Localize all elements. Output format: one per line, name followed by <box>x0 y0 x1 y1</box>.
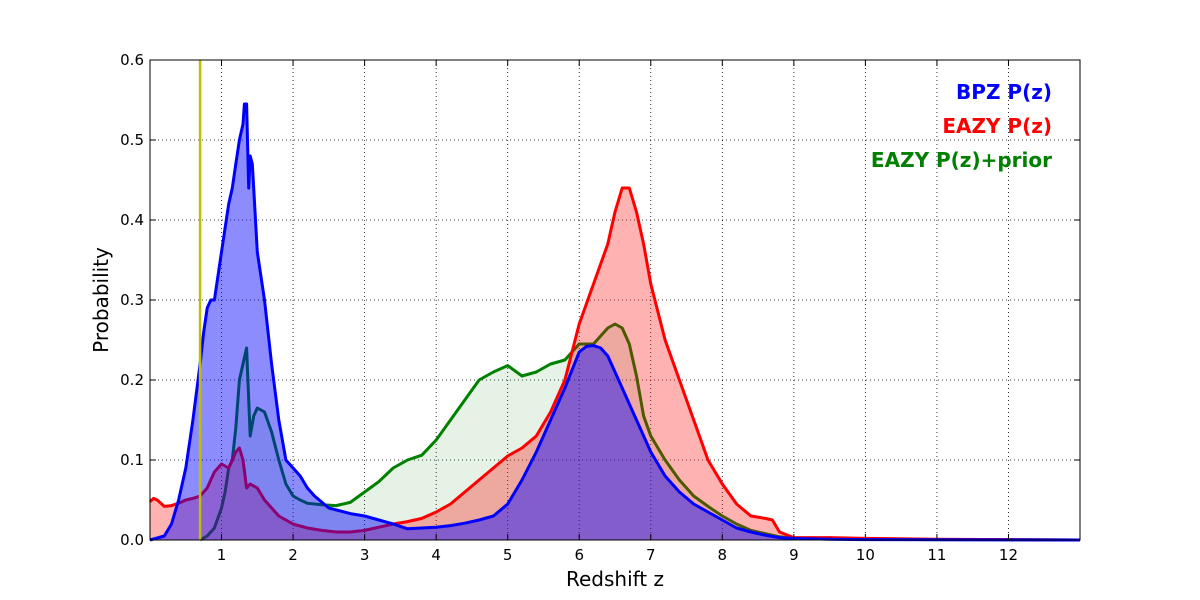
grid <box>150 60 1080 540</box>
series-line-eazy-p-z-prior <box>199 322 1081 542</box>
series-line-bpz-p-z <box>149 102 1081 542</box>
series-area-bpz-p-z <box>150 104 1080 540</box>
legend: BPZ P(z) EAZY P(z) EAZY P(z)+prior <box>871 80 1052 172</box>
series-area-eazy-p-z-prior <box>200 324 1081 540</box>
x-tick-label: 2 <box>288 546 298 564</box>
y-tick-label: 0.4 <box>120 211 144 229</box>
legend-entry-eazy-prior: EAZY P(z)+prior <box>871 148 1052 172</box>
series-group <box>149 102 1081 542</box>
y-axis-title: Probability <box>89 247 113 353</box>
series-area-eazy-p-z <box>150 188 1080 540</box>
x-tick-label: 7 <box>646 546 656 564</box>
x-tick-label: 9 <box>789 546 799 564</box>
x-tick-label: 6 <box>574 546 584 564</box>
x-tick-label: 3 <box>360 546 370 564</box>
y-tick-label: 0.0 <box>120 531 144 549</box>
y-tick-label: 0.2 <box>120 371 144 389</box>
x-tick-label: 1 <box>217 546 227 564</box>
axis-ticks: 1 2 3 4 5 6 7 8 9 10 11 120.00.10.20.30.40.50.6 <box>120 51 1080 564</box>
legend-entry-eazy: EAZY P(z) <box>942 114 1052 138</box>
x-tick-label: 11 <box>927 546 946 564</box>
x-tick-label: 5 <box>503 546 513 564</box>
legend-entry-bpz: BPZ P(z) <box>956 80 1052 104</box>
x-tick-label: 8 <box>718 546 728 564</box>
y-tick-label: 0.5 <box>120 131 144 149</box>
y-tick-label: 0.3 <box>120 291 144 309</box>
x-tick-label: 12 <box>999 546 1018 564</box>
series-line-eazy-p-z <box>149 186 1081 542</box>
y-tick-label: 0.6 <box>120 51 144 69</box>
x-tick-label: 10 <box>856 546 875 564</box>
y-tick-label: 0.1 <box>120 451 144 469</box>
x-tick-label: 4 <box>431 546 441 564</box>
x-axis-title: Redshift z <box>566 567 664 591</box>
